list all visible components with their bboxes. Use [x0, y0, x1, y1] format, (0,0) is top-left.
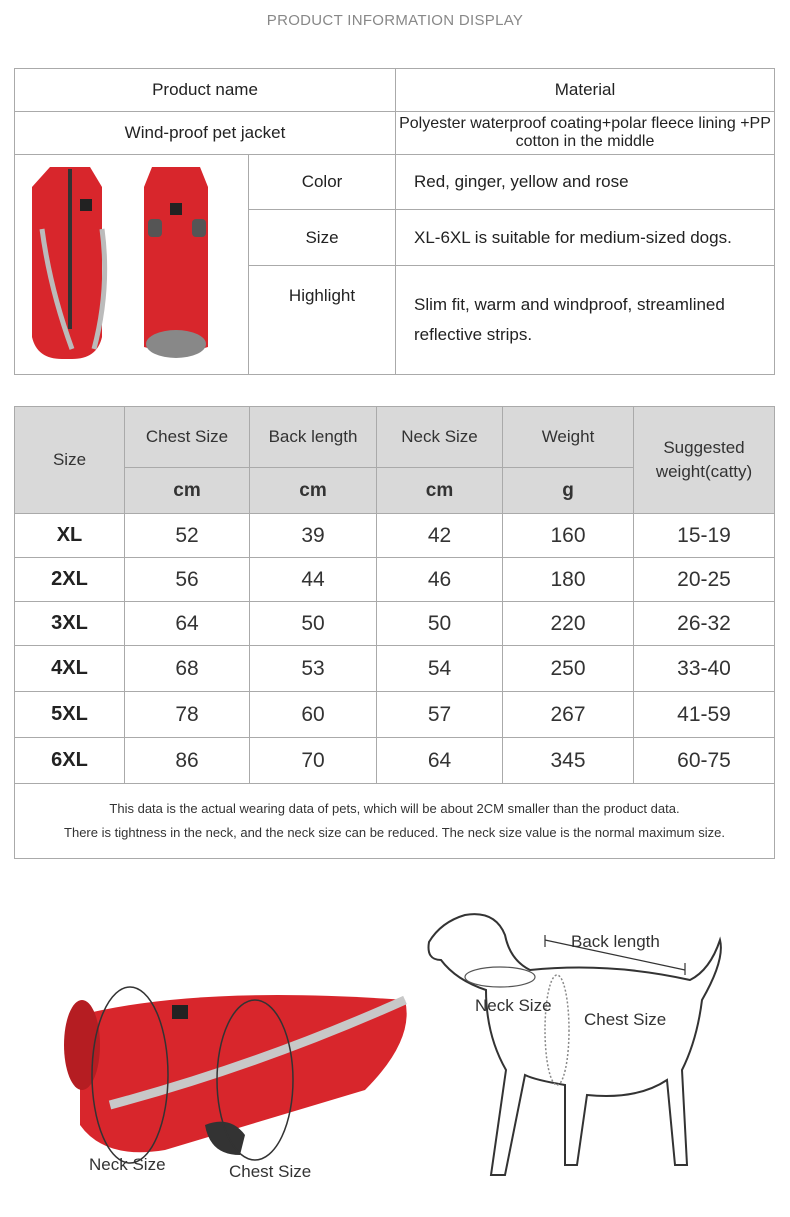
note-line: There is tightness in the neck, and the … [64, 825, 725, 840]
size-cell: 3XL [14, 601, 125, 646]
unit-neck: cm [376, 467, 503, 514]
color-label: Color [248, 154, 396, 210]
dog-back-label: Back length [571, 932, 660, 951]
material-header: Material [395, 68, 775, 112]
jacket-measurement-illustration [64, 986, 407, 1164]
unit-back: cm [249, 467, 377, 514]
value-cell: 267 [502, 691, 634, 738]
value-cell: 20-25 [633, 557, 775, 602]
header-neck: Neck Size [376, 406, 503, 468]
product-info-table: Product name Material Wind-proof pet jac… [14, 68, 775, 375]
value-cell: 50 [249, 601, 377, 646]
product-image [14, 154, 249, 375]
unit-weight: g [502, 467, 634, 514]
jacket-neck-label: Neck Size [89, 1155, 166, 1174]
size-cell: 5XL [14, 691, 125, 738]
header-size: Size [14, 406, 125, 514]
value-cell: 39 [249, 513, 377, 558]
value-cell: 33-40 [633, 645, 775, 692]
dog-chest-label: Chest Size [584, 1010, 667, 1029]
dog-measurement-illustration [427, 913, 722, 1176]
material-value: Polyester waterproof coating+polar fleec… [395, 111, 775, 155]
size-cell: 2XL [14, 557, 125, 602]
dog-neck-label: Neck Size [475, 996, 552, 1015]
value-cell: 53 [249, 645, 377, 692]
value-cell: 54 [376, 645, 503, 692]
table-row: 6XL 86 70 64 345 60-75 [14, 737, 775, 784]
value-cell: 15-19 [633, 513, 775, 558]
value-cell: 42 [376, 513, 503, 558]
value-cell: 220 [502, 601, 634, 646]
product-name-header: Product name [14, 68, 396, 112]
table-row: 4XL 68 53 54 250 33-40 [14, 645, 775, 692]
note-line: This data is the actual wearing data of … [109, 801, 680, 816]
table-row: 3XL 64 50 50 220 26-32 [14, 601, 775, 646]
value-cell: 78 [124, 691, 250, 738]
size-cell: XL [14, 513, 125, 558]
value-cell: 68 [124, 645, 250, 692]
header-weight: Weight [502, 406, 634, 468]
size-note: This data is the actual wearing data of … [14, 783, 775, 859]
size-label: Size [248, 208, 396, 267]
value-cell: 180 [502, 557, 634, 602]
value-cell: 26-32 [633, 601, 775, 646]
table-row: 5XL 78 60 57 267 41-59 [14, 691, 775, 738]
header-back: Back length [249, 406, 377, 468]
size-cell: 4XL [14, 645, 125, 692]
value-cell: 60-75 [633, 737, 775, 784]
value-cell: 60 [249, 691, 377, 738]
highlight-value: Slim fit, warm and windproof, streamline… [395, 265, 775, 375]
value-cell: 52 [124, 513, 250, 558]
color-value: Red, ginger, yellow and rose [395, 154, 775, 210]
value-cell: 70 [249, 737, 377, 784]
table-row: 2XL 56 44 46 180 20-25 [14, 557, 775, 602]
table-row: XL 52 39 42 160 15-19 [14, 513, 775, 558]
value-cell: 46 [376, 557, 503, 602]
value-cell: 56 [124, 557, 250, 602]
size-chart-table: Size Chest Size Back length Neck Size We… [14, 406, 775, 859]
value-cell: 41-59 [633, 691, 775, 738]
size-value: XL-6XL is suitable for medium-sized dogs… [395, 208, 775, 267]
value-cell: 57 [376, 691, 503, 738]
value-cell: 160 [502, 513, 634, 558]
size-cell: 6XL [14, 737, 125, 784]
value-cell: 50 [376, 601, 503, 646]
value-cell: 86 [124, 737, 250, 784]
value-cell: 250 [502, 645, 634, 692]
value-cell: 64 [124, 601, 250, 646]
jacket-product-image [31, 167, 208, 359]
unit-chest: cm [124, 467, 250, 514]
value-cell: 345 [502, 737, 634, 784]
value-cell: 64 [376, 737, 503, 784]
page-title: PRODUCT INFORMATION DISPLAY [266, 12, 524, 29]
header-suggested-weight: Suggested weight(catty) [633, 406, 775, 514]
jacket-chest-label: Chest Size [229, 1162, 312, 1181]
product-name-value: Wind-proof pet jacket [14, 111, 396, 155]
header-chest: Chest Size [124, 406, 250, 468]
highlight-label: Highlight [248, 265, 396, 375]
value-cell: 44 [249, 557, 377, 602]
